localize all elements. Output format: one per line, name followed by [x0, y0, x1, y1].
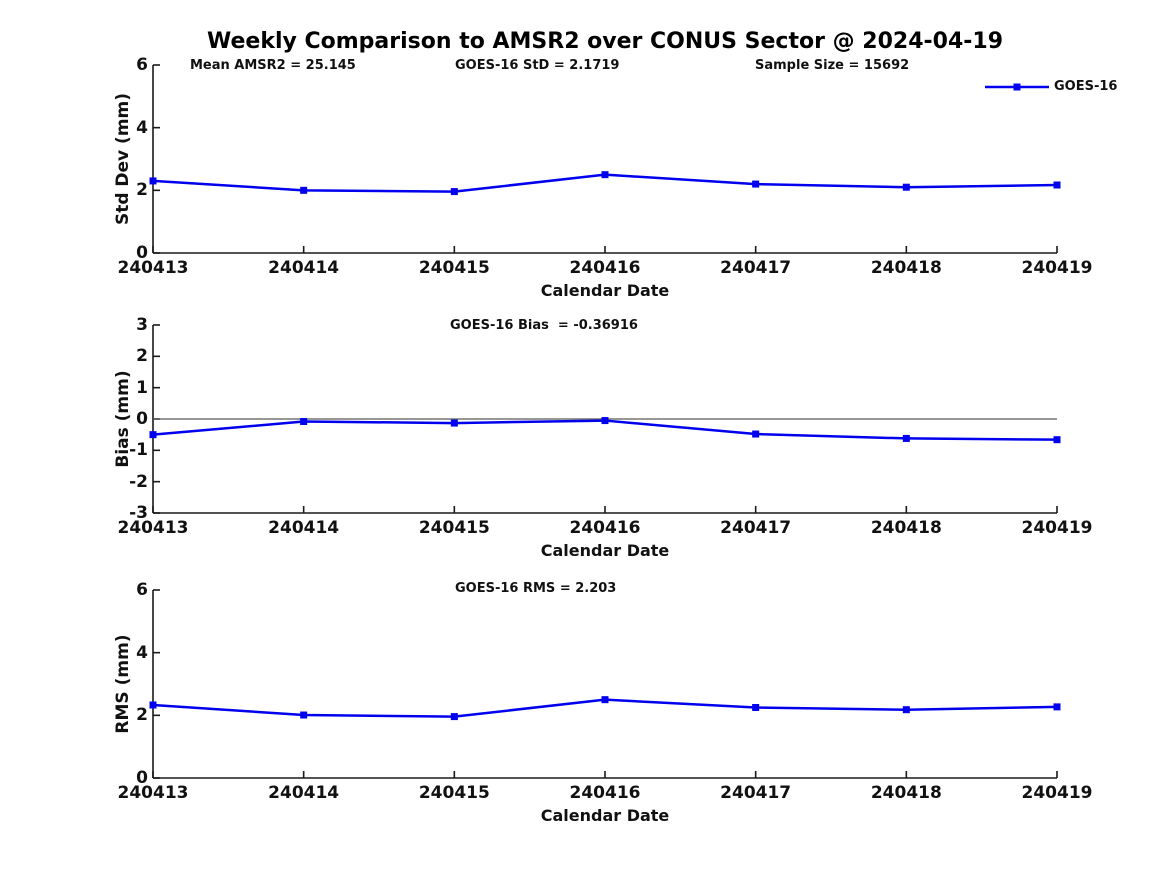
x-tick-label: 240415: [418, 783, 490, 803]
y-tick-label: -3: [129, 503, 148, 523]
y-tick-label: 4: [136, 642, 148, 663]
x-tick-label: 240413: [117, 258, 189, 278]
x-tick-label: 240418: [870, 783, 942, 803]
x-tick-label: 240414: [268, 783, 340, 803]
data-point-marker: [752, 704, 760, 711]
stat-goes16-bias: GOES-16 Bias = -0.36916: [450, 318, 638, 333]
stat-sample-size: Sample Size = 15692: [755, 58, 910, 73]
x-tick-label: 240416: [569, 258, 641, 278]
x-tick-label: 240417: [720, 783, 792, 803]
x-tick-label: 240418: [870, 518, 942, 538]
x-tick-label: 240419: [1021, 518, 1093, 538]
data-point-marker: [752, 430, 760, 438]
legend-label: GOES-16: [1054, 79, 1118, 94]
x-tick-label: 240413: [117, 783, 189, 803]
data-point-marker: [601, 417, 609, 425]
x-tick-label: 240413: [117, 518, 189, 538]
y-tick-label: -1: [129, 440, 148, 461]
y-tick-label: 0: [136, 409, 148, 429]
y-tick-label: 2: [136, 705, 148, 726]
y-tick-label: 4: [136, 117, 148, 138]
data-point-marker: [300, 711, 308, 719]
y-tick-label: 0: [136, 768, 148, 788]
y-tick-label: 6: [136, 55, 148, 75]
data-point-marker: [902, 434, 910, 442]
y-tick-label: 3: [136, 315, 148, 335]
x-tick-label: 240417: [720, 258, 792, 278]
x-axis-label-stddev: Calendar Date: [540, 281, 670, 300]
y-axis-label-stddev: Std Dev (mm): [113, 92, 133, 226]
x-tick-label: 240416: [569, 518, 641, 538]
data-point-marker: [601, 696, 609, 704]
y-tick-label: -2: [129, 471, 148, 492]
y-axis-label-rms: RMS (mm): [113, 634, 133, 734]
x-tick-label: 240415: [418, 518, 490, 538]
data-point-marker: [1053, 181, 1061, 189]
x-tick-label: 240419: [1021, 783, 1093, 803]
data-point-marker: [902, 706, 910, 714]
data-point-marker: [752, 180, 760, 188]
x-axis-label-bias: Calendar Date: [540, 541, 670, 560]
y-tick-label: 0: [136, 243, 148, 263]
stat-mean-amsr2: Mean AMSR2 = 25.145: [190, 58, 356, 73]
x-axis-label-rms: Calendar Date: [540, 806, 670, 825]
data-point-marker: [300, 186, 308, 194]
data-point-marker: [300, 418, 308, 426]
y-tick-label: 1: [136, 377, 148, 398]
y-tick-label: 2: [136, 346, 148, 367]
data-point-marker: [1053, 436, 1061, 444]
y-tick-label: 2: [136, 180, 148, 201]
data-point-marker: [149, 701, 157, 709]
data-point-marker: [450, 419, 458, 427]
data-point-marker: [601, 171, 609, 179]
x-tick-label: 240419: [1021, 258, 1093, 278]
x-tick-label: 240415: [418, 258, 490, 278]
x-tick-label: 240414: [268, 518, 340, 538]
y-tick-label: 6: [136, 580, 148, 600]
x-tick-label: 240414: [268, 258, 340, 278]
x-tick-label: 240416: [569, 783, 641, 803]
x-tick-label: 240417: [720, 518, 792, 538]
chart-title: Weekly Comparison to AMSR2 over CONUS Se…: [207, 29, 1003, 54]
legend-line-icon: [985, 83, 1049, 91]
data-point-marker: [149, 431, 157, 439]
x-tick-label: 240418: [870, 258, 942, 278]
data-point-marker: [1053, 703, 1061, 711]
data-point-marker: [450, 713, 458, 721]
data-point-marker: [149, 177, 157, 185]
data-point-marker: [450, 188, 458, 196]
stat-goes16-std: GOES-16 StD = 2.1719: [455, 58, 620, 73]
data-point-marker: [902, 183, 910, 191]
stat-goes16-rms: GOES-16 RMS = 2.203: [455, 581, 617, 596]
